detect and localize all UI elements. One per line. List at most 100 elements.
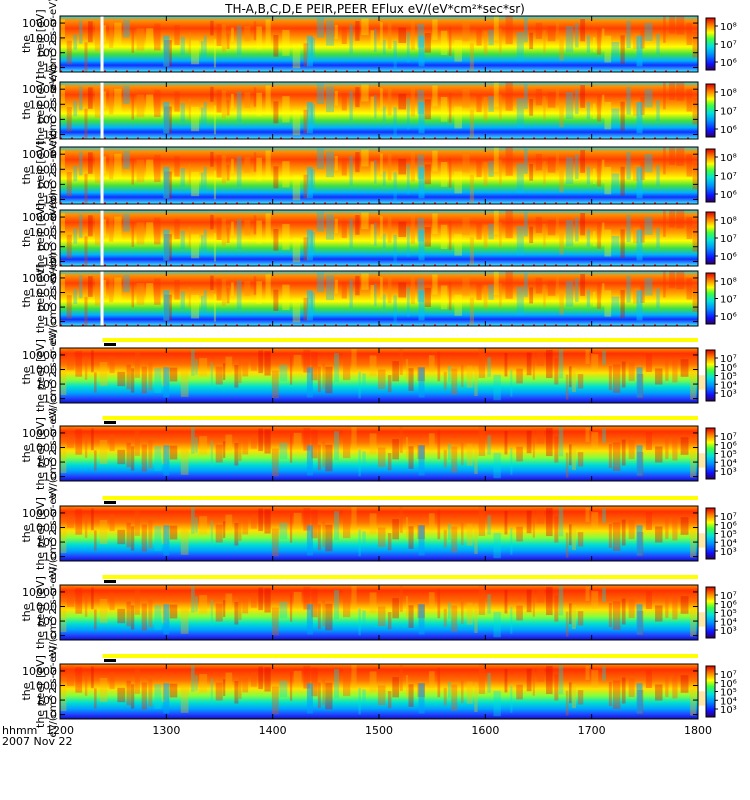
electron-panel-3-texture-stripe <box>461 522 464 546</box>
electron-panel-3-texture-stripe <box>645 511 652 530</box>
electron-panel-3-texture-stripe <box>358 529 361 557</box>
ion-panel-2-texture-stripe <box>60 85 65 104</box>
ion-panel-1-feature-band <box>306 35 313 67</box>
ion-panel-1-ytick-label: 10000 <box>22 17 57 30</box>
ion-panel-3-texture-stripe <box>424 164 431 185</box>
ion-panel-1-texture-stripe <box>84 42 88 72</box>
electron-panel-5-texture-stripe <box>487 673 491 693</box>
electron-panel-3-texture-stripe <box>532 509 535 538</box>
ion-panel-2-texture-stripe <box>231 93 234 109</box>
ion-panel-5-texture-stripe <box>154 278 161 305</box>
ion-panel-5-texture-stripe <box>604 290 612 317</box>
electron-panel-2-colorbar-tick: 10⁷ <box>720 432 737 443</box>
ion-panel-5-texture-stripe <box>448 281 452 311</box>
electron-panel-2-colorbar-tick: 10³ <box>720 467 737 478</box>
ion-panel-1-texture-stripe <box>374 28 377 53</box>
ion-panel-3-texture-stripe <box>221 155 226 184</box>
electron-panel-5-colorbar-tick: 10⁶ <box>720 679 737 690</box>
electron-panel-3-texture-stripe <box>571 526 576 551</box>
ion-panel-5-texture-stripe <box>676 271 685 290</box>
ion-panel-5-yunits: eV/(cm^2-s-sr-eV) <box>48 252 59 344</box>
ion-panel-5-texture-stripe <box>273 289 279 311</box>
ion-panel-5-texture-stripe <box>644 277 653 296</box>
ion-panel-4-texture-stripe <box>244 220 251 236</box>
electron-panel-5-texture-stripe <box>251 672 257 687</box>
ion-panel-2-texture-stripe <box>374 95 377 119</box>
ion-panel-4-feature-band <box>306 229 313 261</box>
ion-panel-4-ytick-label: 10 <box>43 256 57 269</box>
ion-panel-2-texture-stripe <box>370 96 375 117</box>
ion-panel-4-texture-stripe <box>374 222 377 247</box>
ion-panel-1-texture-stripe <box>611 42 620 60</box>
electron-panel-5-texture-stripe <box>645 669 652 688</box>
ion-panel-1-texture-stripe <box>203 35 207 61</box>
ion-panel-5-texture-stripe <box>565 280 574 307</box>
electron-panel-5-texture-stripe <box>428 671 435 689</box>
electron-panel-1-texture-stripe <box>571 368 576 393</box>
electron-panel-3-texture-stripe <box>334 511 340 541</box>
electron-panel-3-texture-stripe <box>585 507 590 523</box>
ion-panel-1-ylabel: the peir [eV] <box>34 9 47 78</box>
electron-panel-4-texture-stripe <box>258 587 263 611</box>
electron-panel-2-texture-stripe <box>251 434 257 449</box>
ion-panel-1-colorbar-tick: 10⁸ <box>720 22 737 33</box>
ion-panel-2-texture-stripe <box>543 96 546 120</box>
electron-panel-3-texture-stripe <box>428 513 435 531</box>
electron-panel-5-texture-stripe <box>75 666 83 693</box>
electron-panel-2-texture-stripe <box>443 449 447 468</box>
electron-panel-1-texture-stripe <box>602 350 606 365</box>
ion-panel-5-texture-stripe <box>493 271 499 296</box>
electron-panel-3-texture-stripe <box>264 509 271 534</box>
electron-panel-4-colorbar-tick: 10⁵ <box>720 609 737 620</box>
electron-panel-5-feature-band <box>306 683 313 714</box>
electron-panel-5-texture <box>60 664 705 717</box>
ion-panel-5-texture-stripe <box>221 279 226 306</box>
ion-panel-4-texture-stripe <box>87 215 93 237</box>
ion-panel-1-texture-stripe <box>154 23 161 51</box>
ion-panel-1-colorbar-tick: 10⁶ <box>720 58 737 69</box>
electron-panel-3-texture-stripe <box>612 522 621 551</box>
electron-panel-2-texture-stripe <box>448 443 451 460</box>
ion-panel-3-texture-stripe <box>597 159 601 187</box>
electron-panel-5-texture-stripe <box>466 681 473 704</box>
ion-panel-1-texture-stripe <box>440 30 448 56</box>
ion-panel-5-texture-stripe <box>387 277 392 304</box>
ion-panel-2-texture-stripe <box>516 98 524 129</box>
ion-panel-3-texture-stripe <box>529 163 534 181</box>
ion-panel-4-texture-stripe <box>483 224 488 249</box>
electron-panel-5-texture-stripe <box>474 682 478 712</box>
electron-panel-1-colorbar-tick: 10³ <box>720 389 737 400</box>
electron-panel-5-texture-stripe <box>130 684 135 709</box>
ion-panel-1-texture-stripe <box>123 19 130 38</box>
electron-panel-1-texture-stripe <box>569 366 572 388</box>
ion-panel-3-texture-stripe <box>94 151 101 183</box>
ion-panel-2-texture-stripe <box>349 90 353 121</box>
ion-panel-5-texture-stripe <box>265 274 271 303</box>
ion-panel-3-texture-stripe <box>136 159 145 183</box>
electron-panel-2-texture-stripe <box>109 433 115 452</box>
ion-panel-2-feature-band <box>418 101 425 134</box>
ion-panel-3-colorbar <box>705 148 716 203</box>
ion-panel-3-feature-band <box>163 166 170 199</box>
ion-panel-1-feature-band <box>163 35 170 67</box>
ion-panel-5-texture-stripe <box>454 294 462 316</box>
ion-panel-2-texture-stripe <box>499 94 502 121</box>
ion-panel-1-texture-stripe <box>109 18 114 48</box>
electron-panel-1-ylabel-species: the <box>20 366 33 384</box>
electron-panel-5-texture-stripe <box>437 667 441 698</box>
electron-panel-2-texture-stripe <box>351 426 357 451</box>
electron-panel-3-texture-stripe <box>126 522 131 548</box>
ion-panel-2-texture-stripe <box>398 93 407 110</box>
ion-panel-3-texture-stripe <box>382 171 386 187</box>
electron-panel-5-texture-stripe <box>493 690 501 717</box>
electron-panel-3-texture-stripe <box>134 509 140 536</box>
electron-panel-1-texture-stripe <box>536 350 544 366</box>
ion-panel-4-texture-stripe <box>469 237 474 266</box>
electron-panel-2-ytick-label: 10 <box>43 471 57 484</box>
ion-panel-2-texture-stripe <box>523 83 528 109</box>
ion-panel-2-texture-stripe <box>535 88 543 106</box>
ion-panel-2-texture-stripe <box>488 96 494 112</box>
electron-panel-1-texture-stripe <box>665 357 669 382</box>
electron-panel-1-texture-stripe <box>697 375 705 390</box>
ion-panel-1-texture-stripe <box>102 25 107 42</box>
